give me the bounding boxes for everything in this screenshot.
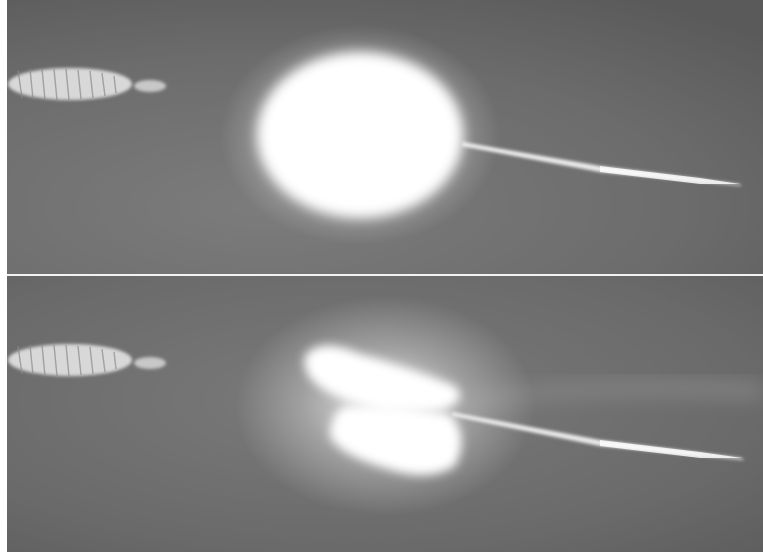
upper-plasma-lobe bbox=[304, 345, 460, 413]
panel-divider bbox=[0, 274, 763, 276]
left-electrode-bottom bbox=[8, 344, 166, 377]
lower-plasma-lobe bbox=[330, 405, 462, 475]
bottom-panel bbox=[0, 276, 763, 552]
right-needle bbox=[462, 142, 742, 186]
plasma-plume bbox=[460, 382, 763, 408]
top-panel-image bbox=[0, 0, 763, 274]
right-needle-bottom bbox=[452, 412, 744, 460]
bottom-panel-image bbox=[0, 276, 763, 552]
plasma-ball bbox=[257, 52, 463, 218]
left-border bbox=[0, 0, 7, 552]
left-electrode bbox=[8, 68, 166, 101]
top-panel bbox=[0, 0, 763, 274]
